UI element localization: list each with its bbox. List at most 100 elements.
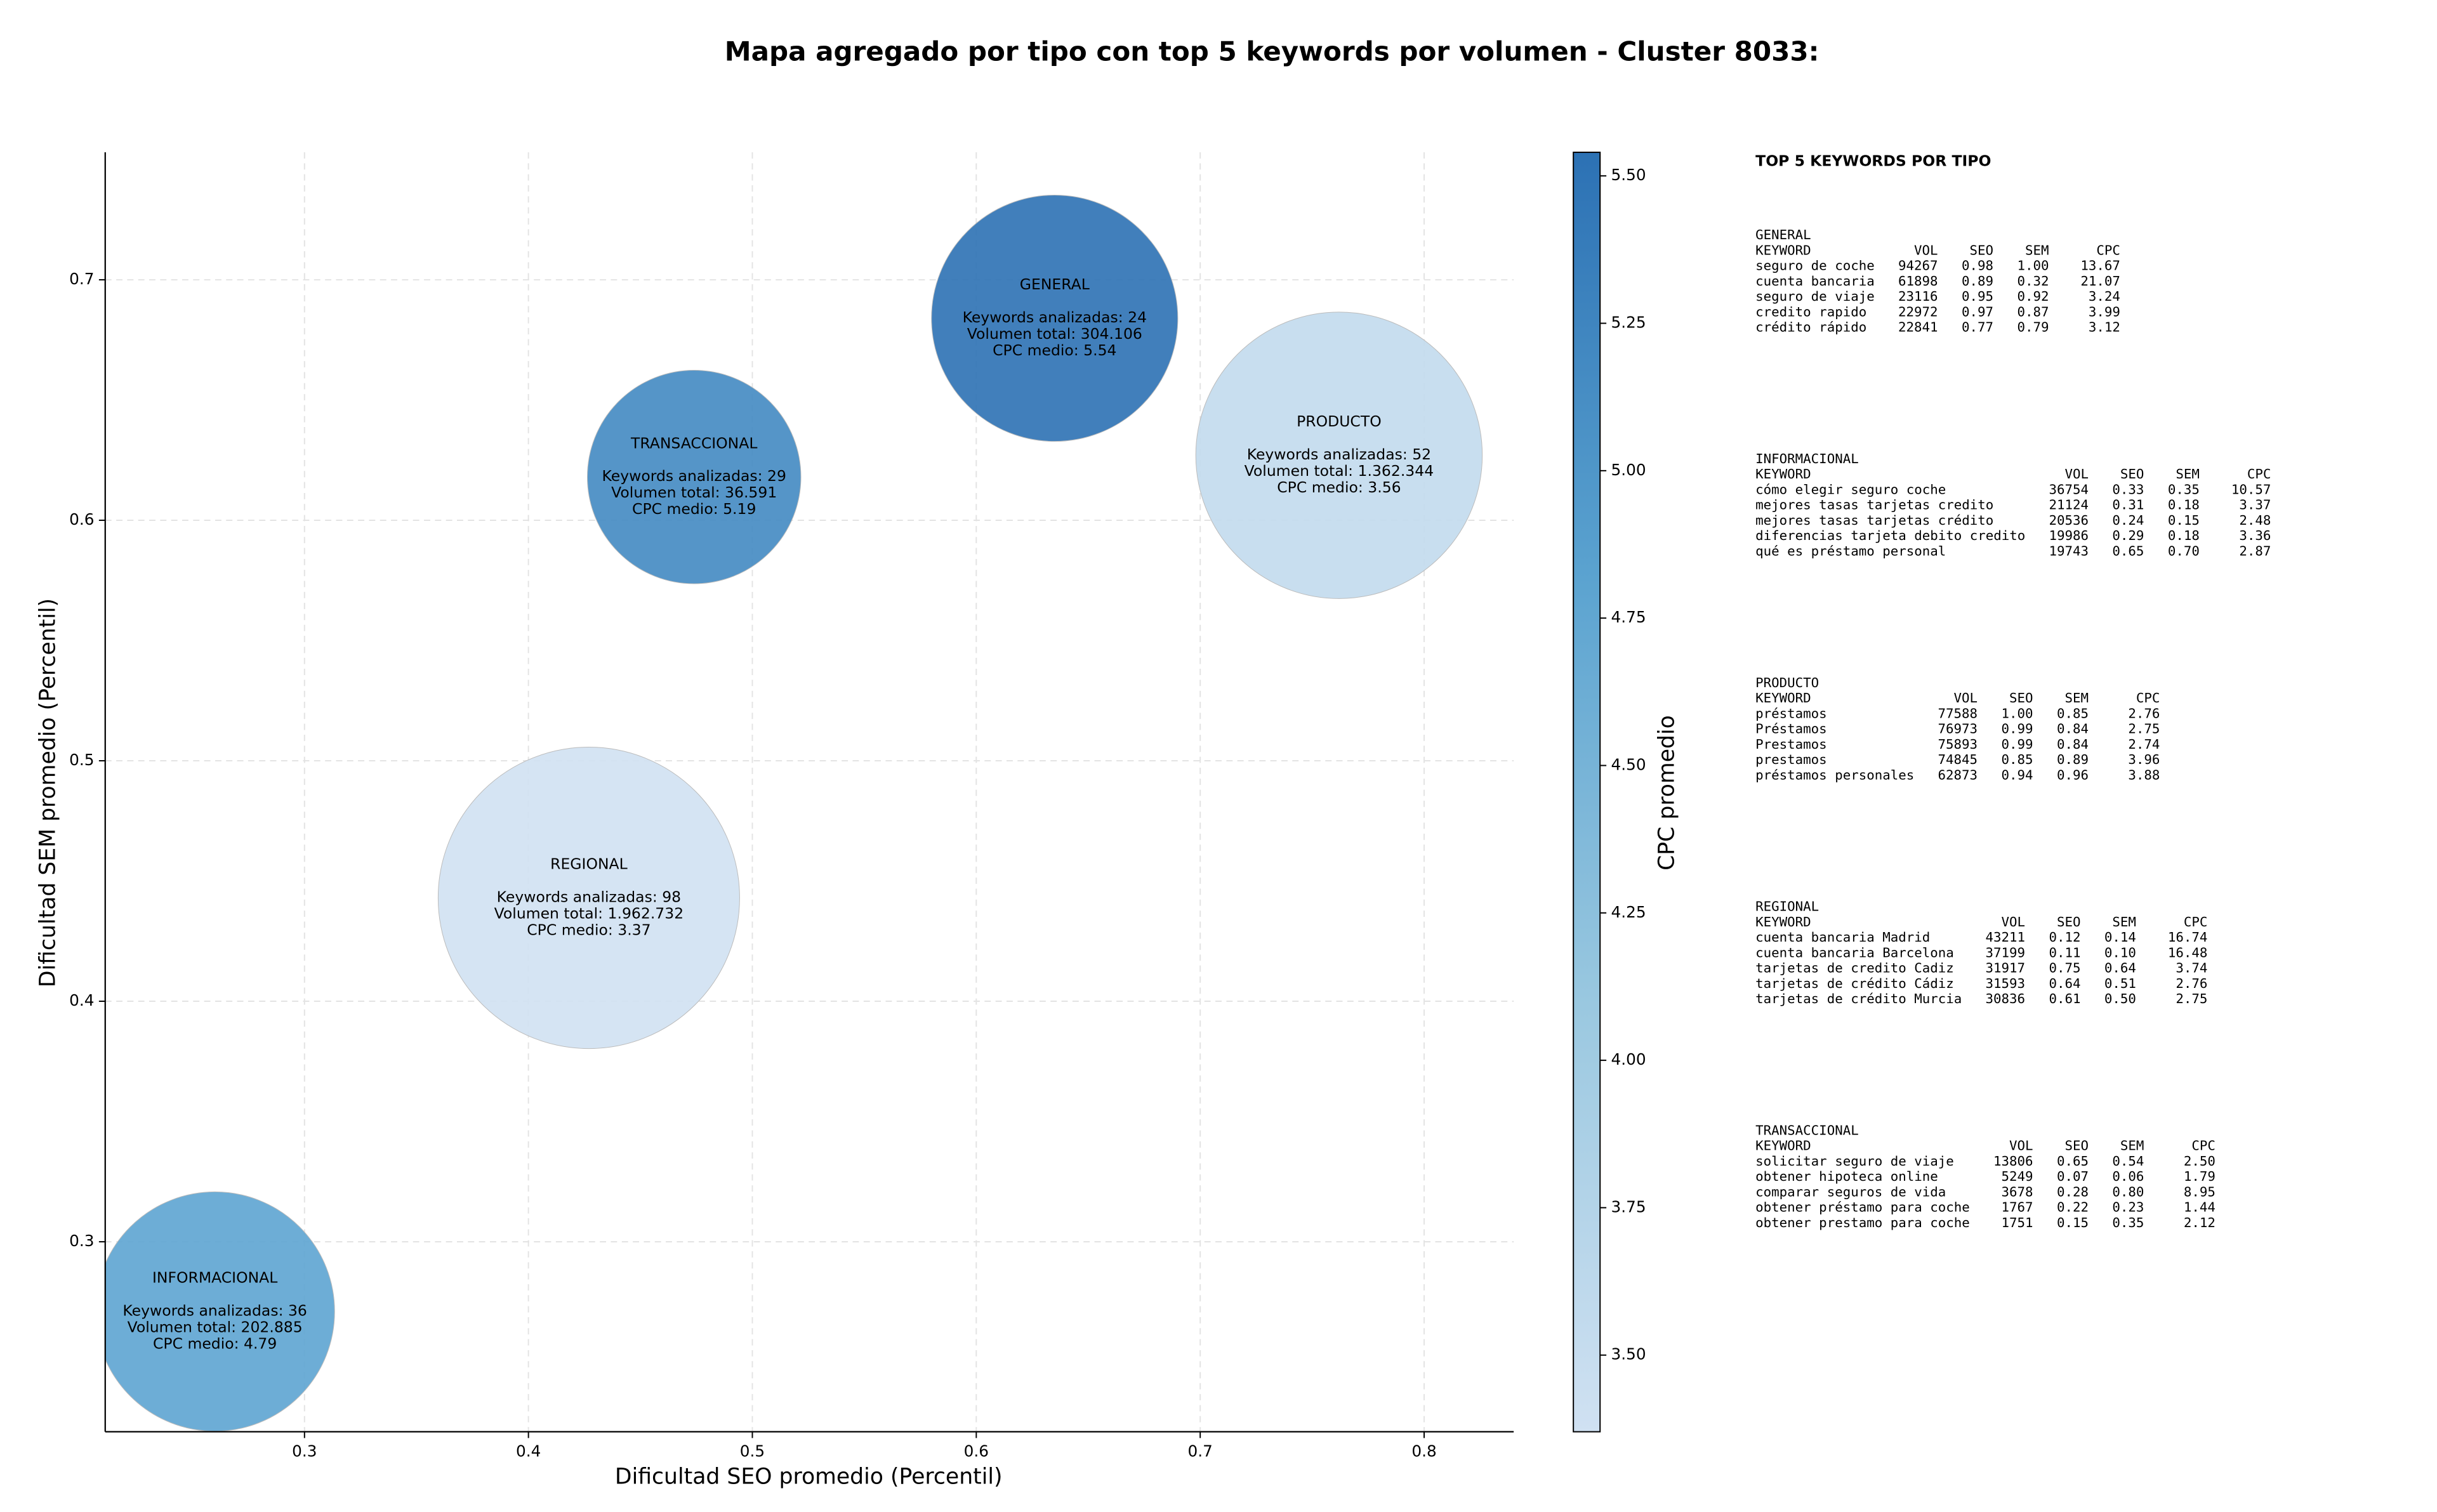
table-cell: 0.18 <box>2168 528 2200 543</box>
bubble-label: Volumen total: 36.591 <box>611 483 777 501</box>
table-cell: 0.77 <box>1962 320 1993 335</box>
table-cell: 0.23 <box>2112 1200 2144 1215</box>
table-cell: 0.54 <box>2112 1154 2144 1169</box>
table-cell: 0.95 <box>1962 289 1993 304</box>
bubble-label: CPC medio: 5.54 <box>993 341 1116 359</box>
table-cell: 0.79 <box>2017 320 2049 335</box>
table-cell: 13806 <box>1993 1154 2033 1169</box>
table-cell: 0.87 <box>2017 304 2049 319</box>
table-cell: 0.12 <box>2049 930 2080 945</box>
table-cell: Prestamos <box>1755 737 1827 752</box>
table-cell: Préstamos <box>1755 721 1827 737</box>
bubble-label: Volumen total: 202.885 <box>128 1318 303 1336</box>
table-cell: 0.94 <box>2001 767 2033 782</box>
table-cell: préstamos <box>1755 706 1827 721</box>
table-group-name: INFORMACIONAL <box>1755 451 1859 466</box>
table-header: SEM <box>2176 466 2200 482</box>
table-cell: 2.76 <box>2128 706 2160 721</box>
table-cell: 0.11 <box>2049 945 2080 960</box>
table-cell: 0.07 <box>2057 1169 2089 1184</box>
colorbar-tick-label: 3.75 <box>1611 1197 1646 1216</box>
table-cell: 0.31 <box>2112 497 2144 513</box>
x-tick-label: 0.3 <box>292 1442 317 1461</box>
table-cell: 3.88 <box>2128 767 2160 782</box>
y-axis-label: Dificultad SEM promedio (Percentil) <box>36 598 61 987</box>
bubble-name: PRODUCTO <box>1297 412 1382 430</box>
table-header: CPC <box>2191 1138 2216 1154</box>
table-cell: 2.75 <box>2176 991 2207 1006</box>
table-cell: prestamos <box>1755 752 1827 767</box>
table-cell: 0.85 <box>2057 706 2089 721</box>
bubble-label: CPC medio: 3.37 <box>527 921 651 939</box>
table-cell: 0.65 <box>2112 543 2144 558</box>
table-cell: 0.97 <box>1962 304 1993 319</box>
y-tick-label: 0.4 <box>69 991 94 1009</box>
chart-title: Mapa agregado por tipo con top 5 keyword… <box>725 36 1819 67</box>
table-cell: 2.87 <box>2239 543 2271 558</box>
table-cell: 0.18 <box>2168 497 2200 513</box>
table-header: SEM <box>2025 242 2049 258</box>
bubble-name: GENERAL <box>1020 275 1090 293</box>
table-cell: 0.84 <box>2057 737 2089 752</box>
table-cell: credito rapido <box>1755 304 1866 319</box>
table-group-name: GENERAL <box>1755 227 1811 242</box>
y-tick-label: 0.6 <box>69 510 94 529</box>
bubble-label: CPC medio: 3.56 <box>1277 478 1401 496</box>
table-cell: 3.36 <box>2239 528 2271 543</box>
table-cell: 74845 <box>1938 752 1978 767</box>
table-header: KEYWORD <box>1755 690 1811 706</box>
table-cell: 21.07 <box>2080 273 2120 289</box>
y-tick-label: 0.3 <box>69 1232 94 1250</box>
table-cell: 76973 <box>1938 721 1978 737</box>
colorbar <box>1573 152 1601 1433</box>
table-cell: 62873 <box>1938 767 1978 782</box>
colorbar-tick-label: 5.00 <box>1611 461 1646 479</box>
bubble-label: CPC medio: 4.79 <box>153 1334 277 1352</box>
table-cell: 0.14 <box>2104 930 2136 945</box>
table-header: VOL <box>2001 914 2025 930</box>
table-cell: 19986 <box>2049 528 2089 543</box>
table-cell: 0.75 <box>2049 961 2080 976</box>
table-cell: 10.57 <box>2231 482 2271 497</box>
table-cell: cuenta bancaria Madrid <box>1755 930 1930 945</box>
table-cell: 0.24 <box>2112 513 2144 528</box>
bubble <box>587 369 802 584</box>
x-tick-label: 0.8 <box>1411 1442 1436 1461</box>
table-cell: obtener préstamo para coche <box>1755 1200 1970 1215</box>
table-cell: cuenta bancaria <box>1755 273 1875 289</box>
bubble-label: Keywords analizadas: 29 <box>602 467 786 485</box>
table-cell: 0.70 <box>2168 543 2200 558</box>
table-header: KEYWORD <box>1755 914 1811 930</box>
table-cell: 2.76 <box>2176 976 2207 991</box>
table-cell: 5249 <box>2001 1169 2033 1184</box>
table-header: SEO <box>2009 690 2033 706</box>
table-cell: diferencias tarjeta debito credito <box>1755 528 2025 543</box>
table-cell: tarjetas de credito Cadiz <box>1755 961 1954 976</box>
table-cell: 2.74 <box>2128 737 2160 752</box>
table-cell: 0.89 <box>1962 273 1993 289</box>
table-cell: 1.44 <box>2184 1200 2216 1215</box>
table-cell: seguro de viaje <box>1755 289 1875 304</box>
table-header: CPC <box>2247 466 2271 482</box>
table-header: SEO <box>2064 1138 2089 1154</box>
bubble-label: Volumen total: 1.962.732 <box>494 905 684 923</box>
table-header: VOL <box>2064 466 2089 482</box>
table-cell: 31917 <box>1985 961 2025 976</box>
table-cell: 20536 <box>2049 513 2089 528</box>
table-cell: 3.96 <box>2128 752 2160 767</box>
table-header: CPC <box>2096 242 2120 258</box>
table-cell: 0.98 <box>1962 258 1993 273</box>
table-cell: 0.84 <box>2057 721 2089 737</box>
bubble-label: Keywords analizadas: 24 <box>963 308 1147 326</box>
colorbar-tick-label: 4.50 <box>1611 755 1646 773</box>
table-cell: qué es préstamo personal <box>1755 543 1946 558</box>
table-cell: 0.35 <box>2168 482 2200 497</box>
table-header: SEO <box>2057 914 2081 930</box>
table-cell: mejores tasas tarjetas credito <box>1755 497 1993 513</box>
table-header: VOL <box>1914 242 1938 258</box>
bubble <box>931 195 1179 442</box>
table-cell: 3678 <box>2001 1184 2033 1199</box>
colorbar-tick-label: 5.50 <box>1611 166 1646 184</box>
table-cell: 37199 <box>1985 945 2025 960</box>
